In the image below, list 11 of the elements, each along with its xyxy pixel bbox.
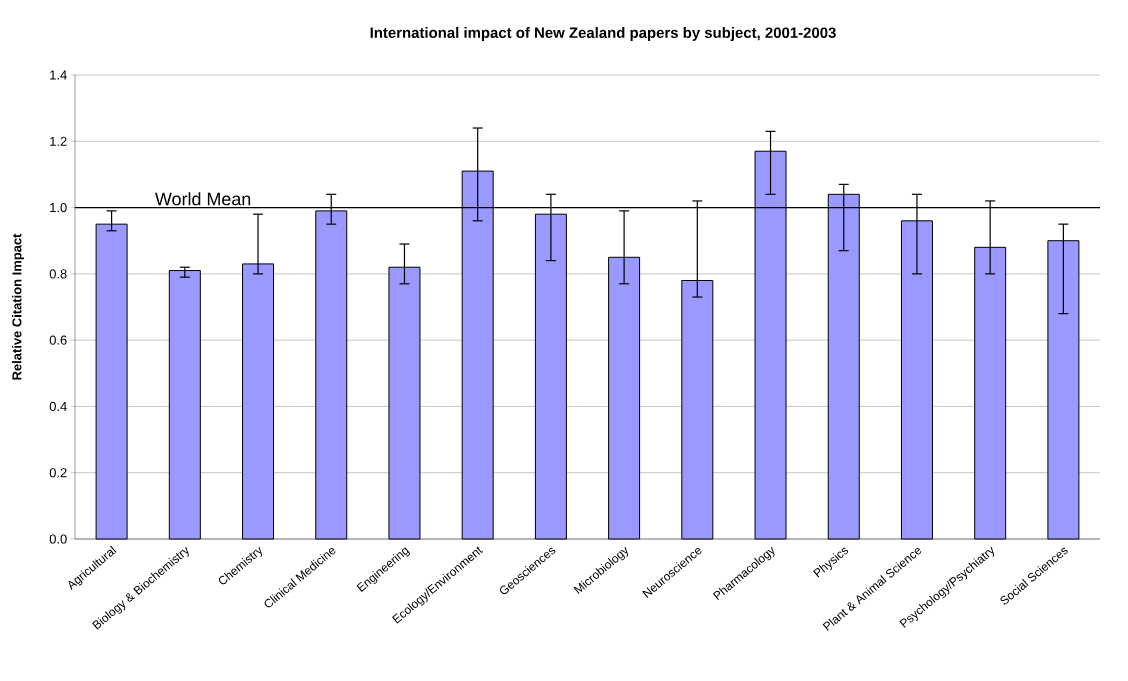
ref-line-label: World Mean [155,192,251,206]
y-tick-label: 0.8 [49,269,67,279]
y-tick-label: 0.6 [49,335,67,345]
y-tick-label: 0.4 [49,401,67,412]
y-tick-label: 0.2 [49,468,67,478]
y-tick-label: 1.2 [50,136,67,146]
y-tick-label: 1.0 [50,202,67,213]
y-axis-title: Relative Citation Impact [11,233,25,380]
y-tick-label: 0.0 [49,534,67,544]
y-tick-label: 1.4 [50,70,67,80]
chart-title: International impact of New Zealand papers by subject, 2001-2003 [370,27,836,41]
